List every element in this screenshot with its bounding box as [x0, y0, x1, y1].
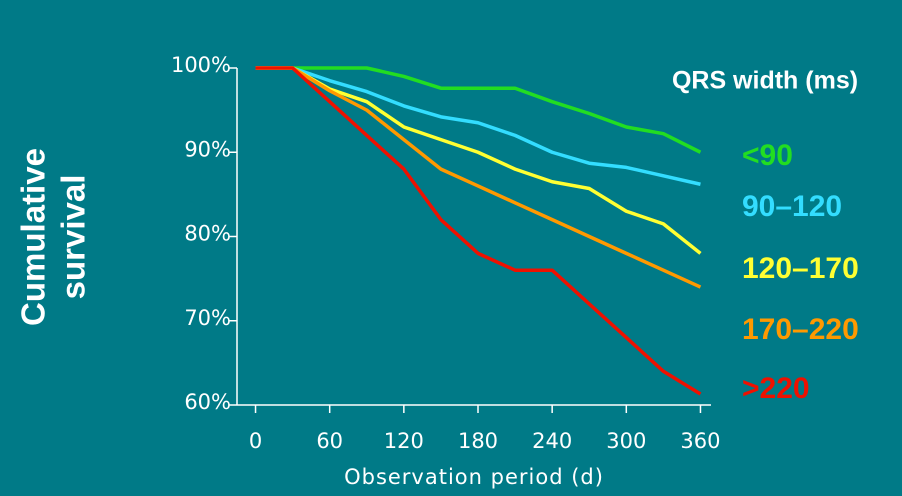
- y-tick-label: 90%: [184, 137, 231, 161]
- x-tick-label: 0: [249, 429, 262, 453]
- legend-label: 120–170: [742, 252, 859, 285]
- x-tick-label: 360: [680, 429, 720, 453]
- x-tick-label: 60: [316, 429, 343, 453]
- x-tick-label: 300: [606, 429, 646, 453]
- legend-label: >220: [742, 372, 810, 405]
- legend-label: 170–220: [742, 313, 859, 346]
- x-tick-label: 240: [532, 429, 572, 453]
- y-axis-label: Cumulative: [15, 148, 52, 326]
- series-line: [255, 66, 702, 289]
- y-tick-label: 80%: [184, 222, 231, 246]
- x-tick-label: 180: [458, 429, 498, 453]
- y-tick-label: 100%: [171, 53, 231, 77]
- series-line: [255, 66, 702, 154]
- series-line: [255, 66, 702, 396]
- legend-label: <90: [742, 139, 793, 172]
- legend-title: QRS width (ms): [672, 67, 858, 95]
- x-axis-label: Observation period (d): [344, 465, 604, 489]
- legend-label: 90–120: [742, 190, 842, 223]
- series-line: [255, 66, 701, 186]
- y-axis-label: survival: [55, 175, 92, 300]
- x-tick-label: 120: [384, 429, 424, 453]
- y-tick-label: 60%: [184, 390, 231, 414]
- y-tick-label: 70%: [184, 306, 231, 330]
